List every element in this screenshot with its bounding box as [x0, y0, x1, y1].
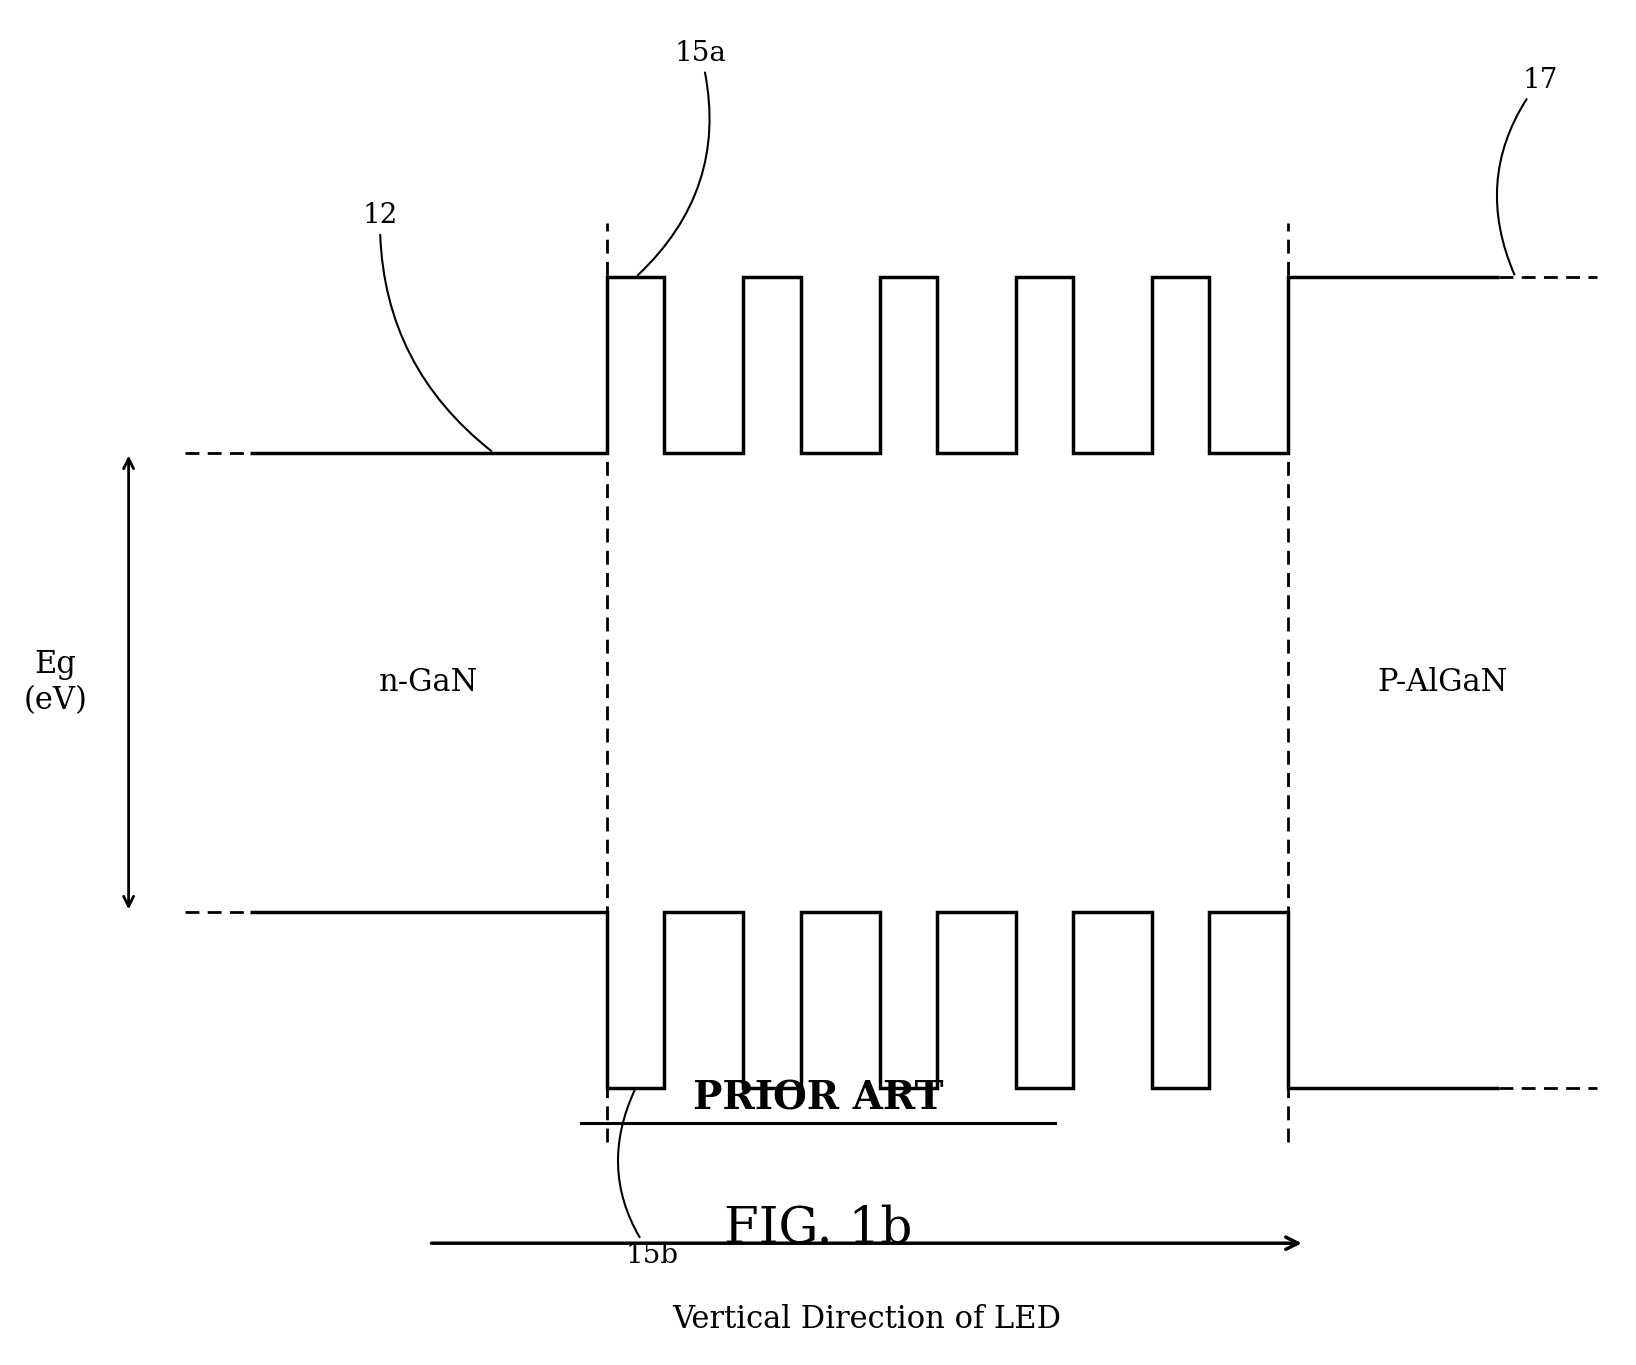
Text: PRIOR ART: PRIOR ART [692, 1080, 944, 1118]
Text: 15b: 15b [618, 1091, 679, 1269]
Text: P-AlGaN: P-AlGaN [1378, 667, 1508, 698]
Text: 12: 12 [362, 202, 491, 450]
Text: 17: 17 [1497, 67, 1557, 274]
Text: 15a: 15a [638, 40, 726, 276]
Text: FIG. 1b: FIG. 1b [723, 1204, 913, 1253]
Text: n-GaN: n-GaN [380, 667, 478, 698]
Text: Eg
(eV): Eg (eV) [23, 650, 88, 715]
Text: Vertical Direction of LED: Vertical Direction of LED [672, 1304, 1062, 1335]
